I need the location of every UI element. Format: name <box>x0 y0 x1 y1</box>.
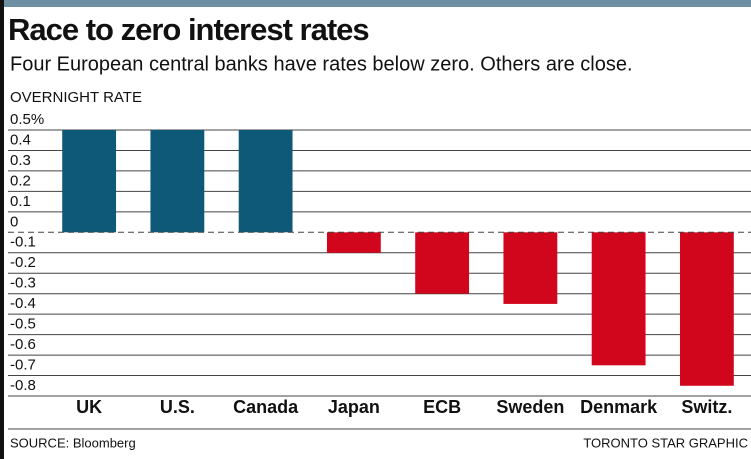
left-edge <box>0 0 4 459</box>
chart-subtitle: Four European central banks have rates b… <box>10 53 633 75</box>
y-tick-label: -0.3 <box>10 275 36 292</box>
x-tick-label: ECB <box>423 397 461 417</box>
source: SOURCE: Bloomberg <box>10 435 136 450</box>
bar <box>591 232 646 366</box>
chart-title: Race to zero interest rates <box>8 12 369 47</box>
bar <box>62 130 117 233</box>
y-tick-label: 0.3 <box>10 152 31 169</box>
bar <box>326 232 381 253</box>
x-tick-label: Denmark <box>580 397 658 417</box>
bar <box>503 232 558 304</box>
y-tick-label: -0.1 <box>10 234 36 251</box>
x-tick-label: Switz. <box>681 397 732 417</box>
y-tick-label: 0.1 <box>10 193 31 210</box>
y-tick-label: 0.2 <box>10 172 31 189</box>
bar <box>150 130 205 233</box>
y-tick-label: -0.2 <box>10 254 36 271</box>
y-tick-label: -0.5 <box>10 316 36 333</box>
y-tick-label: -0.4 <box>10 295 36 312</box>
bar <box>415 232 470 294</box>
y-tick-label: 0.5% <box>10 111 44 128</box>
y-tick-label: -0.8 <box>10 377 36 394</box>
x-tick-label: Sweden <box>496 397 564 417</box>
bar <box>238 130 293 233</box>
bar <box>679 232 734 386</box>
y-axis-label: OVERNIGHT RATE <box>10 89 142 106</box>
y-tick-label: -0.7 <box>10 357 36 374</box>
y-tick-label: 0 <box>10 213 18 230</box>
x-tick-label: Canada <box>233 397 299 417</box>
credit: TORONTO STAR GRAPHIC <box>583 435 748 450</box>
top-band <box>0 0 751 7</box>
x-tick-label: Japan <box>328 397 380 417</box>
x-tick-label: U.S. <box>160 397 195 417</box>
x-tick-label: UK <box>76 397 102 417</box>
y-tick-label: -0.6 <box>10 336 36 353</box>
y-tick-label: 0.4 <box>10 131 31 148</box>
